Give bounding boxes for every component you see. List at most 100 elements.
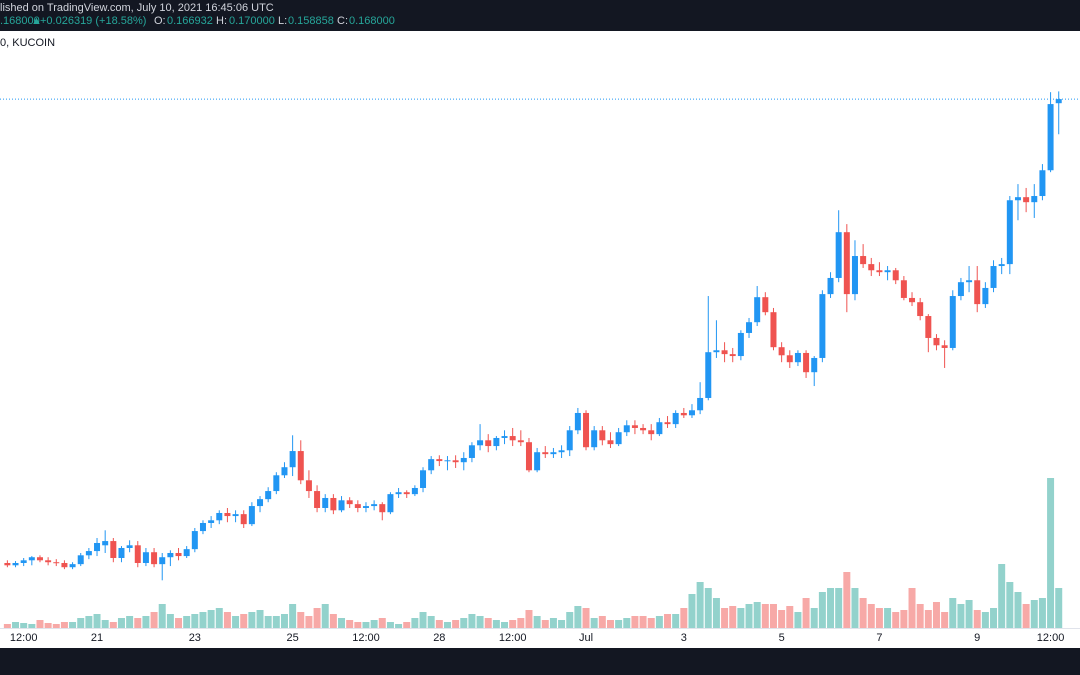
candle-body — [941, 345, 948, 348]
volume-bar — [590, 618, 598, 628]
volume-bar — [615, 620, 623, 628]
candle-body — [216, 512, 223, 521]
candle-body — [892, 270, 899, 281]
x-tick-label: 12:00 — [499, 632, 527, 644]
volume-bar — [12, 622, 20, 628]
volume-bar — [794, 612, 802, 628]
volume-bar — [835, 588, 843, 628]
candle-body — [199, 522, 206, 532]
volume-bar — [761, 604, 769, 628]
volume-bar — [297, 612, 305, 628]
volume-bar — [769, 604, 777, 628]
volume-bar — [672, 614, 680, 628]
candle-body — [835, 232, 842, 278]
volume-bar — [745, 604, 753, 628]
candle-body — [517, 440, 524, 443]
candle-body — [428, 459, 435, 471]
volume-bar — [688, 594, 696, 628]
candle-body — [61, 562, 68, 568]
candle-body — [998, 264, 1005, 267]
volume-bar — [403, 622, 411, 628]
candle-body — [762, 297, 769, 313]
candle-body — [85, 551, 92, 556]
volume-bar — [916, 604, 924, 628]
volume-bar — [77, 618, 85, 628]
volume-bar — [117, 618, 125, 628]
volume-bar — [126, 616, 134, 628]
candle-body — [860, 256, 867, 265]
volume-bar — [737, 608, 745, 628]
volume-bar — [965, 600, 973, 628]
volume-bar — [313, 608, 321, 628]
candle-body — [566, 430, 573, 451]
x-tick-label: 5 — [779, 632, 785, 644]
volume-bar — [69, 622, 77, 628]
volume-bar — [631, 616, 639, 628]
volume-bar — [712, 598, 720, 628]
candle-body — [933, 337, 940, 346]
candle-body — [697, 397, 704, 411]
ohlc-legend: .168000 ▲ +0.026319 (+18.58%) O: 0.16693… — [0, 15, 395, 27]
candle-body — [102, 541, 109, 546]
candle-body — [338, 500, 345, 511]
candle-body — [1055, 99, 1062, 104]
candle-body — [77, 555, 84, 565]
volume-bar — [574, 606, 582, 628]
candle-body — [656, 422, 663, 435]
volume-bar — [973, 610, 981, 628]
candle-body — [20, 560, 27, 563]
candle-body — [688, 410, 695, 416]
candle-body — [314, 491, 321, 508]
candle-body — [599, 430, 606, 441]
volume-bar — [566, 612, 574, 628]
volume-bar — [468, 614, 476, 628]
candle-body — [607, 440, 614, 445]
volume-bar — [492, 620, 500, 628]
candle-body — [925, 316, 932, 338]
volume-bar — [419, 612, 427, 628]
low-value: 0.158858 — [288, 15, 334, 27]
candle-body — [175, 552, 182, 557]
volume-bar — [207, 610, 215, 628]
candle-body — [126, 545, 133, 548]
volume-bar — [1006, 582, 1014, 628]
volume-bar — [704, 588, 712, 628]
candle-body — [542, 452, 549, 455]
volume-bar — [517, 618, 525, 628]
high-value: 0.170000 — [229, 15, 275, 27]
volume-bar — [427, 616, 435, 628]
x-tick-label: 21 — [91, 632, 103, 644]
volume-bar — [476, 616, 484, 628]
change-arrow: ▲ — [31, 15, 42, 27]
volume-bar — [1055, 588, 1063, 628]
x-tick-label: 3 — [681, 632, 687, 644]
volume-bar — [93, 614, 101, 628]
volume-bar — [582, 608, 590, 628]
candle-body — [69, 564, 76, 568]
candle-body — [273, 475, 280, 492]
volume-bar — [664, 614, 672, 628]
volume-bar — [223, 612, 231, 628]
volume-bar — [606, 620, 614, 628]
candle-body — [110, 541, 117, 558]
volume-bar — [1030, 600, 1038, 628]
candle-body — [729, 354, 736, 357]
volume-bar — [1022, 604, 1030, 628]
candle-body — [257, 499, 264, 507]
volume-bar — [175, 618, 183, 628]
candle-body — [460, 457, 467, 463]
volume-bar — [85, 616, 93, 628]
volume-bar — [256, 610, 264, 628]
volume-bar — [36, 620, 44, 628]
chart-pane — [0, 31, 1080, 648]
candle-body — [118, 547, 125, 558]
candle-body — [591, 430, 598, 448]
volume-bar — [52, 624, 60, 628]
x-tick-label: 7 — [876, 632, 882, 644]
candle-body — [974, 280, 981, 305]
volume-bar — [549, 618, 557, 628]
volume-bar — [20, 623, 28, 628]
candle-body — [705, 352, 712, 398]
volume-bar — [199, 612, 207, 628]
